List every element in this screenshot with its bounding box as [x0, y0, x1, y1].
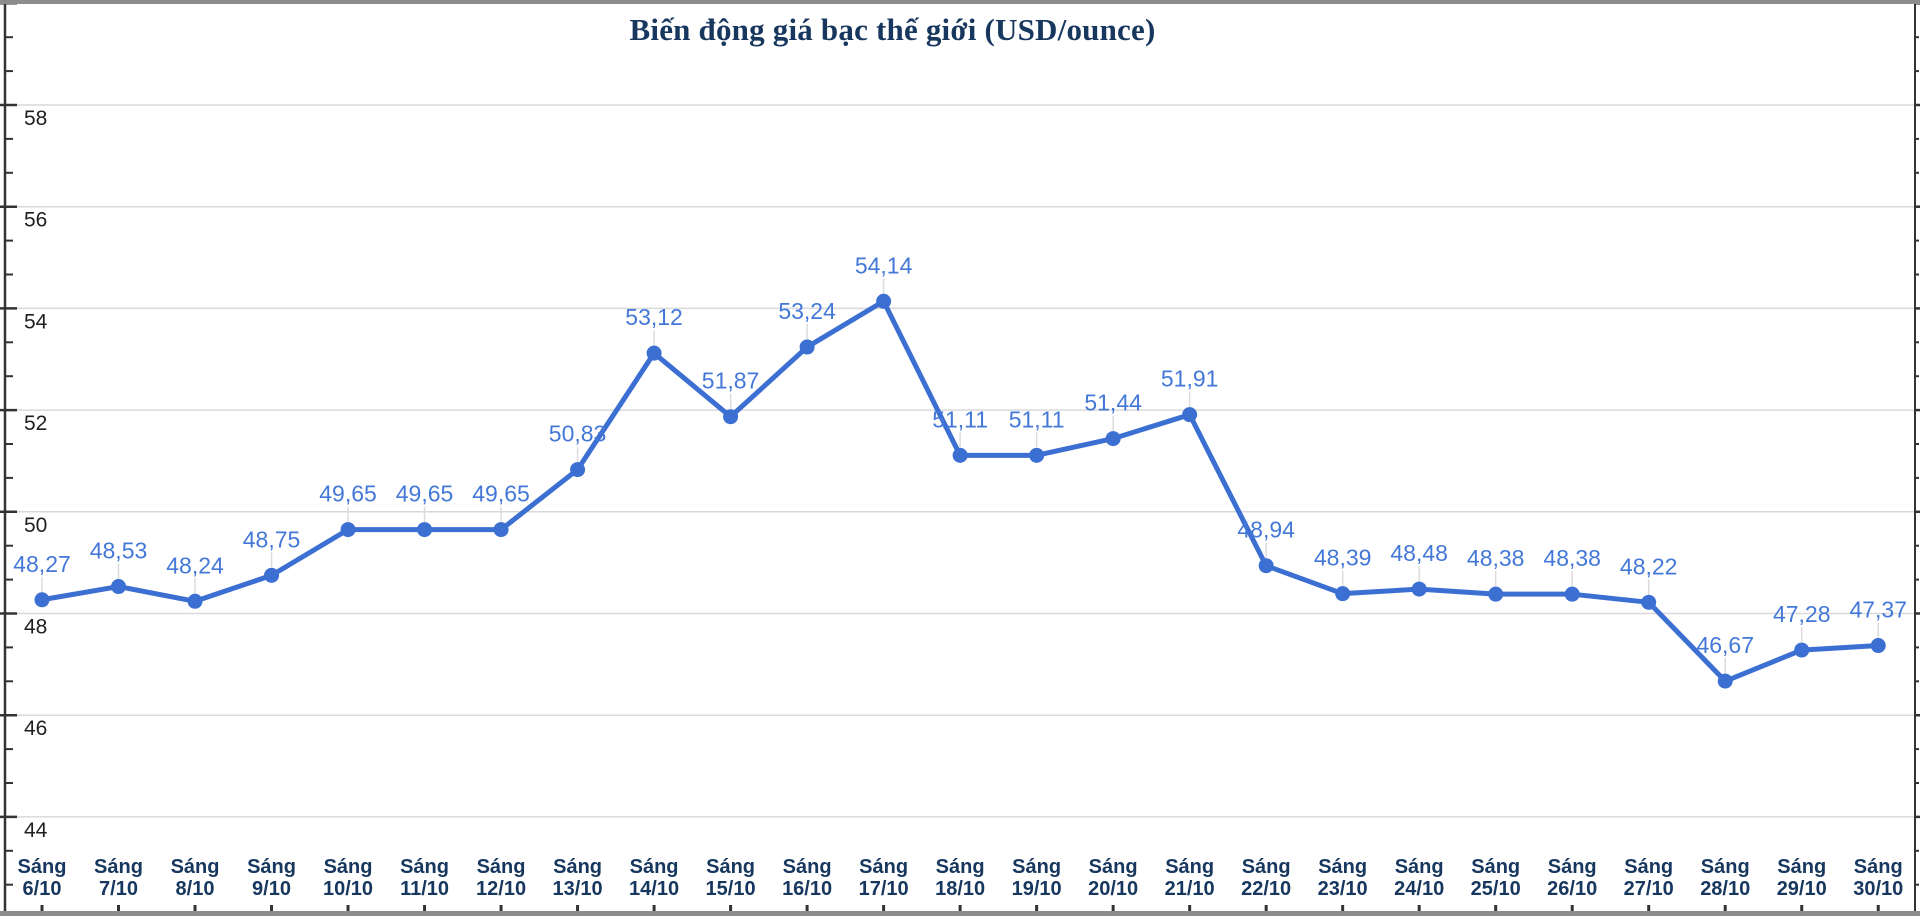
- data-label: 48,48: [1390, 540, 1448, 566]
- data-label: 48,38: [1467, 545, 1525, 571]
- x-axis-label: Sáng 19/10: [1012, 856, 1062, 900]
- x-axis-label: Sáng 12/10: [476, 856, 526, 900]
- data-label: 46,67: [1696, 632, 1754, 658]
- line-series: [39, 298, 1881, 684]
- x-axis-label: Sáng 25/10: [1471, 856, 1521, 900]
- y-axis-label: 48: [24, 616, 47, 639]
- data-point: [187, 593, 203, 609]
- data-point: [1488, 586, 1504, 602]
- data-point: [952, 447, 968, 463]
- data-label: 54,14: [855, 252, 913, 278]
- data-label: 48,75: [243, 526, 301, 552]
- x-axis-label: Sáng 6/10: [18, 856, 67, 900]
- x-axis-label: Sáng 28/10: [1700, 856, 1750, 900]
- data-point: [111, 579, 127, 595]
- data-point: [264, 567, 280, 583]
- chart-title: Biến động giá bạc thế giới (USD/ounce): [629, 12, 1156, 47]
- y-axis-label: 44: [24, 819, 48, 842]
- data-label: 49,65: [396, 481, 454, 507]
- data-label: 48,24: [166, 552, 224, 578]
- y-axis-label: 56: [24, 209, 47, 232]
- data-label: 51,11: [932, 406, 988, 432]
- data-label: 47,37: [1849, 597, 1907, 623]
- data-point: [340, 522, 356, 538]
- x-axis-label: Sáng 17/10: [859, 856, 909, 900]
- x-axis-label: Sáng 8/10: [171, 856, 220, 900]
- data-label: 48,39: [1314, 545, 1372, 571]
- data-label: 48,94: [1237, 517, 1295, 543]
- x-axis-label: Sáng 22/10: [1241, 856, 1291, 900]
- data-label: 48,27: [13, 551, 71, 577]
- data-point: [646, 345, 662, 361]
- x-axis-label: Sáng 24/10: [1394, 856, 1444, 900]
- x-axis-label: Sáng 9/10: [247, 856, 296, 900]
- x-axis-label: Sáng 18/10: [935, 856, 985, 900]
- x-axis-label: Sáng 13/10: [553, 856, 603, 900]
- x-axis-label: Sáng 15/10: [706, 856, 756, 900]
- x-axis-label: Sáng 14/10: [629, 856, 679, 900]
- y-axis-label: 50: [24, 514, 47, 537]
- data-label: 53,12: [625, 304, 683, 330]
- x-axis-label: Sáng 16/10: [782, 856, 832, 900]
- x-axis-label: Sáng 21/10: [1165, 856, 1215, 900]
- data-point: [1641, 594, 1657, 610]
- data-point: [1105, 431, 1121, 447]
- data-label: 48,38: [1543, 545, 1601, 571]
- data-label: 47,28: [1773, 601, 1831, 627]
- data-label: 53,24: [778, 298, 836, 324]
- data-point: [799, 339, 815, 355]
- data-point: [1258, 558, 1274, 574]
- data-point: [417, 522, 433, 538]
- data-label: 50,83: [549, 421, 607, 447]
- data-point: [1029, 447, 1045, 463]
- y-axis-label: 52: [24, 412, 47, 435]
- x-axis-label: Sáng 26/10: [1547, 856, 1597, 900]
- data-point: [1870, 638, 1886, 654]
- x-axis-label: Sáng 11/10: [400, 856, 449, 900]
- data-label: 49,65: [472, 481, 530, 507]
- frame-border-bottom: [0, 911, 1920, 916]
- x-axis-label: Sáng 29/10: [1777, 856, 1827, 900]
- data-label: 51,11: [1009, 406, 1065, 432]
- data-label: 48,53: [90, 538, 148, 564]
- data-label: 51,44: [1084, 390, 1142, 416]
- data-label: 51,87: [702, 368, 760, 394]
- data-point: [876, 293, 892, 309]
- data-label: 48,22: [1620, 553, 1678, 579]
- data-point: [723, 409, 739, 425]
- data-label: 51,91: [1161, 366, 1219, 392]
- y-axis-label: 58: [24, 107, 47, 130]
- data-point: [1335, 586, 1351, 602]
- x-axis-label: Sáng 30/10: [1853, 856, 1903, 900]
- data-point: [1717, 673, 1733, 689]
- data-point: [1564, 586, 1580, 602]
- x-axis-label: Sáng 10/10: [323, 856, 373, 900]
- data-point: [493, 522, 509, 538]
- y-axis-label: 54: [24, 310, 48, 333]
- x-axis-label: Sáng 7/10: [94, 856, 143, 900]
- frame-border-top: [0, 0, 1920, 4]
- data-point: [1794, 642, 1810, 658]
- x-axis-label: Sáng 23/10: [1318, 856, 1368, 900]
- y-axis-label: 46: [24, 717, 47, 740]
- data-point: [570, 462, 586, 478]
- data-label: 49,65: [319, 481, 377, 507]
- x-axis-label: Sáng 20/10: [1088, 856, 1138, 900]
- data-point: [34, 592, 50, 608]
- data-point: [1182, 407, 1198, 423]
- x-axis-label: Sáng 27/10: [1624, 856, 1674, 900]
- data-point: [1411, 581, 1427, 597]
